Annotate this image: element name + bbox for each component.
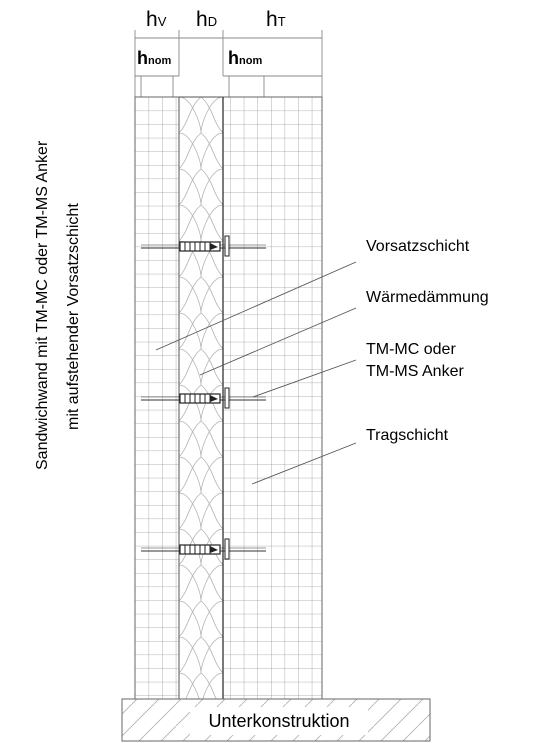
dim-h-d: hD <box>196 8 217 31</box>
unterkonstruktion-label: Unterkonstruktion <box>208 711 349 731</box>
dim-h-nom-right: hnom <box>228 48 262 68</box>
dim-h-v: hV <box>146 8 167 31</box>
callout-labels: Vorsatzschicht Wärmedämmung TM-MC oder T… <box>366 238 489 444</box>
dimension-labels: hV hD hT hnom hnom <box>137 8 286 68</box>
callout-vorsatzschicht: Vorsatzschicht <box>366 238 470 255</box>
callout-waermedaemmung: Wärmedämmung <box>366 289 489 306</box>
leader-lines <box>155 261 357 485</box>
dim-h-t: hT <box>266 8 286 31</box>
anchor-1 <box>141 235 266 257</box>
dimension-lines <box>134 30 323 97</box>
dim-h-nom-left: hnom <box>137 48 171 68</box>
callout-anker-line2: TM-MS Anker <box>366 363 464 380</box>
anchor-2 <box>141 387 266 409</box>
vertical-title: Sandwichwand mit TM-MC oder TM-MS Anker … <box>34 140 82 470</box>
unterkonstruktion-label-bg <box>190 707 368 735</box>
callout-anker-line1: TM-MC oder <box>366 341 456 358</box>
callout-tragschicht: Tragschicht <box>366 427 449 444</box>
vertical-title-line2: mit aufstehender Vorsatzschicht <box>65 203 82 430</box>
vertical-title-line1: Sandwichwand mit TM-MC oder TM-MS Anker <box>34 140 51 470</box>
anchor-3 <box>141 538 266 560</box>
